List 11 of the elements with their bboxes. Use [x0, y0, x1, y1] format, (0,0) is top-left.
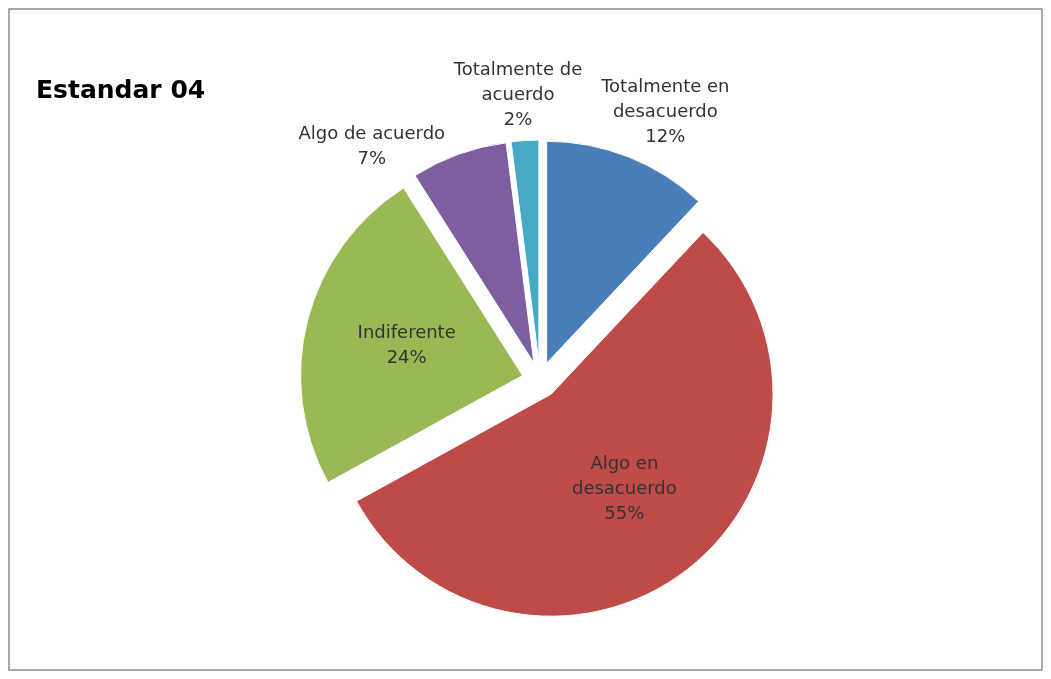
data-label: 24%	[386, 346, 427, 368]
data-label: 12%	[645, 124, 686, 146]
slice-label: Totalmente de acuerdo	[452, 57, 583, 104]
slice-label: Algo de acuerdo	[298, 121, 446, 143]
text: Estandar 04	[36, 75, 206, 104]
slice-label: Indiferente	[357, 321, 456, 343]
slice-label: Totalmente en desacuerdo	[600, 74, 730, 121]
data-label: 7%	[357, 146, 387, 168]
data-label: 2%	[503, 107, 533, 129]
slice-label: Algo en desacuerdo	[571, 451, 677, 498]
data-label: 55%	[604, 501, 645, 523]
